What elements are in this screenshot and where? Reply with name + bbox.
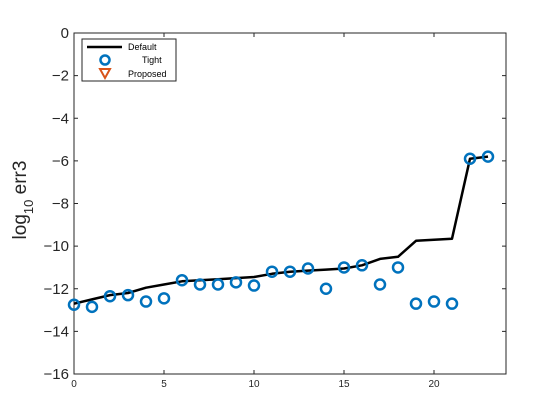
series-default-line	[73, 155, 489, 305]
y-tick-label: −16	[44, 366, 69, 383]
legend-proposed-triangle-swatch	[98, 68, 112, 81]
series-tight-point	[157, 292, 171, 305]
y-axis-label-rest: err3	[10, 161, 31, 200]
series-tight-point	[247, 279, 261, 292]
y-tick-label: −8	[52, 196, 69, 213]
y-axis-label-subscript: 10	[21, 200, 36, 214]
series-tight-point	[391, 261, 405, 274]
y-tick-label: −2	[52, 68, 69, 85]
series-tight-point	[319, 282, 333, 295]
series-tight-point	[409, 297, 423, 310]
series-tight-point	[427, 295, 441, 308]
x-tick-label: 20	[428, 379, 440, 390]
series-tight-point	[229, 276, 243, 289]
legend-default-label: Default	[128, 42, 157, 52]
x-tick-label: 5	[161, 379, 167, 390]
series-tight-point	[265, 265, 279, 278]
y-axis-label: log10 err3	[10, 161, 36, 240]
series-tight-point	[103, 289, 117, 303]
y-tick-label: −10	[44, 238, 69, 255]
series-tight-point	[139, 295, 153, 308]
series-tight-point	[85, 300, 99, 314]
series-tight-point	[283, 265, 297, 278]
series-tight-point	[301, 262, 315, 275]
series-tight-point	[337, 261, 351, 274]
x-tick-label: 0	[71, 379, 77, 390]
y-axis-label-main: log	[10, 214, 31, 239]
y-tick-label: −4	[52, 110, 69, 127]
y-tick-label: 0	[61, 25, 69, 42]
series-tight-point	[445, 297, 459, 310]
plot-area	[67, 150, 495, 314]
x-tick-label: 15	[338, 379, 350, 390]
series-tight-point	[193, 278, 207, 291]
series-tight-point	[67, 298, 81, 311]
legend-proposed-label: Proposed	[128, 69, 167, 79]
axes: 0−2−4−6−8−10−12−14−160 5 10 15 20	[44, 25, 507, 390]
y-tick-label: −12	[44, 281, 69, 298]
legend-tight-label: Tight	[142, 55, 162, 65]
y-tick-label: −6	[52, 153, 69, 170]
y-tick-label: −14	[44, 323, 69, 340]
legend-tight-circle-swatch	[99, 54, 111, 66]
series-tight-point	[481, 150, 495, 163]
series-tight-point	[355, 259, 369, 272]
series-tight-point	[211, 278, 225, 291]
legend: Default Tight Proposed	[81, 38, 177, 82]
series-tight-point	[175, 273, 189, 287]
series-tight-point	[373, 278, 387, 291]
series-tight-point	[463, 152, 477, 165]
x-tick-label: 10	[248, 379, 260, 390]
series-tight-point	[121, 288, 135, 302]
